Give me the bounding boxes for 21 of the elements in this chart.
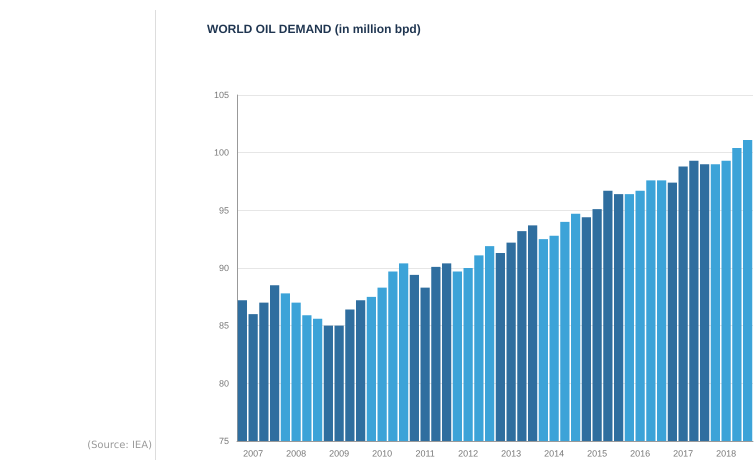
x-tick-label: 2018 bbox=[716, 448, 736, 458]
x-tick-label: 2007 bbox=[243, 448, 264, 458]
x-tick-label: 2010 bbox=[372, 448, 392, 458]
y-tick-label: 80 bbox=[218, 378, 229, 388]
x-tick-label: 2011 bbox=[415, 448, 435, 458]
y-tick-label: 105 bbox=[214, 90, 229, 100]
x-tick-label: 2012 bbox=[458, 448, 478, 458]
y-tick-label: 95 bbox=[218, 205, 229, 216]
x-tick-label: 2013 bbox=[501, 448, 522, 458]
chart-title: WORLD OIL DEMAND (in million bpd) bbox=[207, 22, 421, 36]
x-tick-label: 2016 bbox=[630, 448, 650, 458]
y-tick-label: 100 bbox=[214, 148, 229, 158]
x-tick-label: 2017 bbox=[673, 448, 694, 458]
y-tick-label: 75 bbox=[218, 436, 229, 446]
y-tick-label: 85 bbox=[218, 320, 229, 331]
y-tick-label: 90 bbox=[218, 263, 229, 273]
x-tick-label: 2008 bbox=[286, 448, 306, 458]
x-tick-label: 2009 bbox=[329, 448, 350, 458]
x-tick-label: 2015 bbox=[587, 448, 608, 458]
x-tick-label: 2014 bbox=[544, 448, 564, 458]
text: (Source: IEA) bbox=[86, 440, 152, 451]
